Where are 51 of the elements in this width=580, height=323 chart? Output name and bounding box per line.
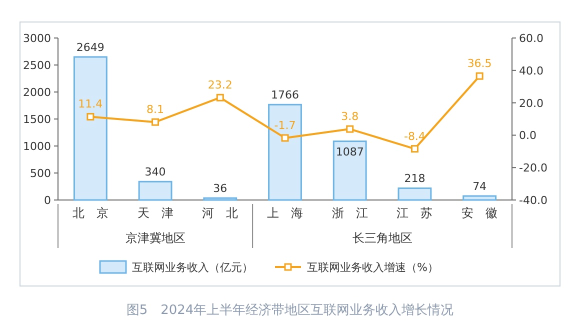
legend-label: 互联网业务收入增速（%）: [307, 261, 438, 274]
bar: [332, 140, 367, 201]
y-tick-label: 3000: [23, 32, 51, 45]
point: [476, 72, 484, 80]
y-tick-label: 500: [30, 167, 51, 180]
data-label: 340: [144, 166, 166, 179]
point: [346, 125, 354, 133]
y-tick-label: 0: [44, 194, 51, 207]
bar: [268, 104, 302, 201]
point: [216, 94, 224, 102]
data-label: 1766: [271, 88, 299, 102]
point: [86, 112, 94, 120]
point: [410, 145, 418, 153]
data-label: 1087: [336, 145, 364, 158]
data-label: 8.1: [146, 103, 164, 116]
x-tick-label: 北 京: [72, 206, 108, 220]
legend-label: 互联网业务收入（亿元）: [132, 261, 253, 274]
bar: [398, 187, 432, 201]
y2-tick-label: 40.0: [519, 64, 544, 78]
bar: [138, 180, 172, 201]
x-tick-label: 江 苏: [396, 206, 433, 220]
text: 长三角地区: [352, 231, 412, 245]
data-label: 36: [213, 182, 228, 196]
data-label: -1.7: [274, 118, 296, 132]
data-label: 218: [404, 172, 426, 186]
bar: [462, 195, 497, 201]
text: 京津冀地区: [125, 231, 186, 245]
y-tick-label: 2000: [23, 86, 51, 99]
y-tick-label: 1500: [23, 113, 51, 126]
data-label: 11.4: [78, 98, 103, 111]
point: [152, 118, 160, 126]
data-label: 74: [472, 180, 487, 194]
text: 图5 2024年上半年经济带地区互联网业务收入增长情况: [126, 303, 454, 318]
point: [281, 134, 289, 142]
data-label: 36.5: [467, 57, 492, 70]
y2-tick-label: 60.0: [519, 32, 544, 45]
bar: [73, 56, 108, 201]
x-tick-label: 河 北: [202, 206, 238, 220]
x-tick-label: 上 海: [267, 206, 303, 220]
data-label: 3.8: [341, 110, 359, 124]
y-tick-label: 1000: [23, 140, 51, 153]
data-label: 2649: [76, 40, 104, 54]
x-tick-label: 安 徽: [462, 206, 498, 220]
x-tick-label: 天 津: [137, 206, 174, 220]
y2-tick-label: -40.0: [519, 194, 548, 207]
y2-tick-label: 20.0: [519, 96, 544, 110]
data-label: 23.2: [208, 78, 232, 92]
y2-tick-label: 0.0: [519, 129, 536, 142]
y2-tick-label: -20.0: [519, 162, 548, 175]
y-tick-label: 2500: [23, 59, 51, 72]
x-tick-label: 浙 江: [332, 206, 368, 220]
